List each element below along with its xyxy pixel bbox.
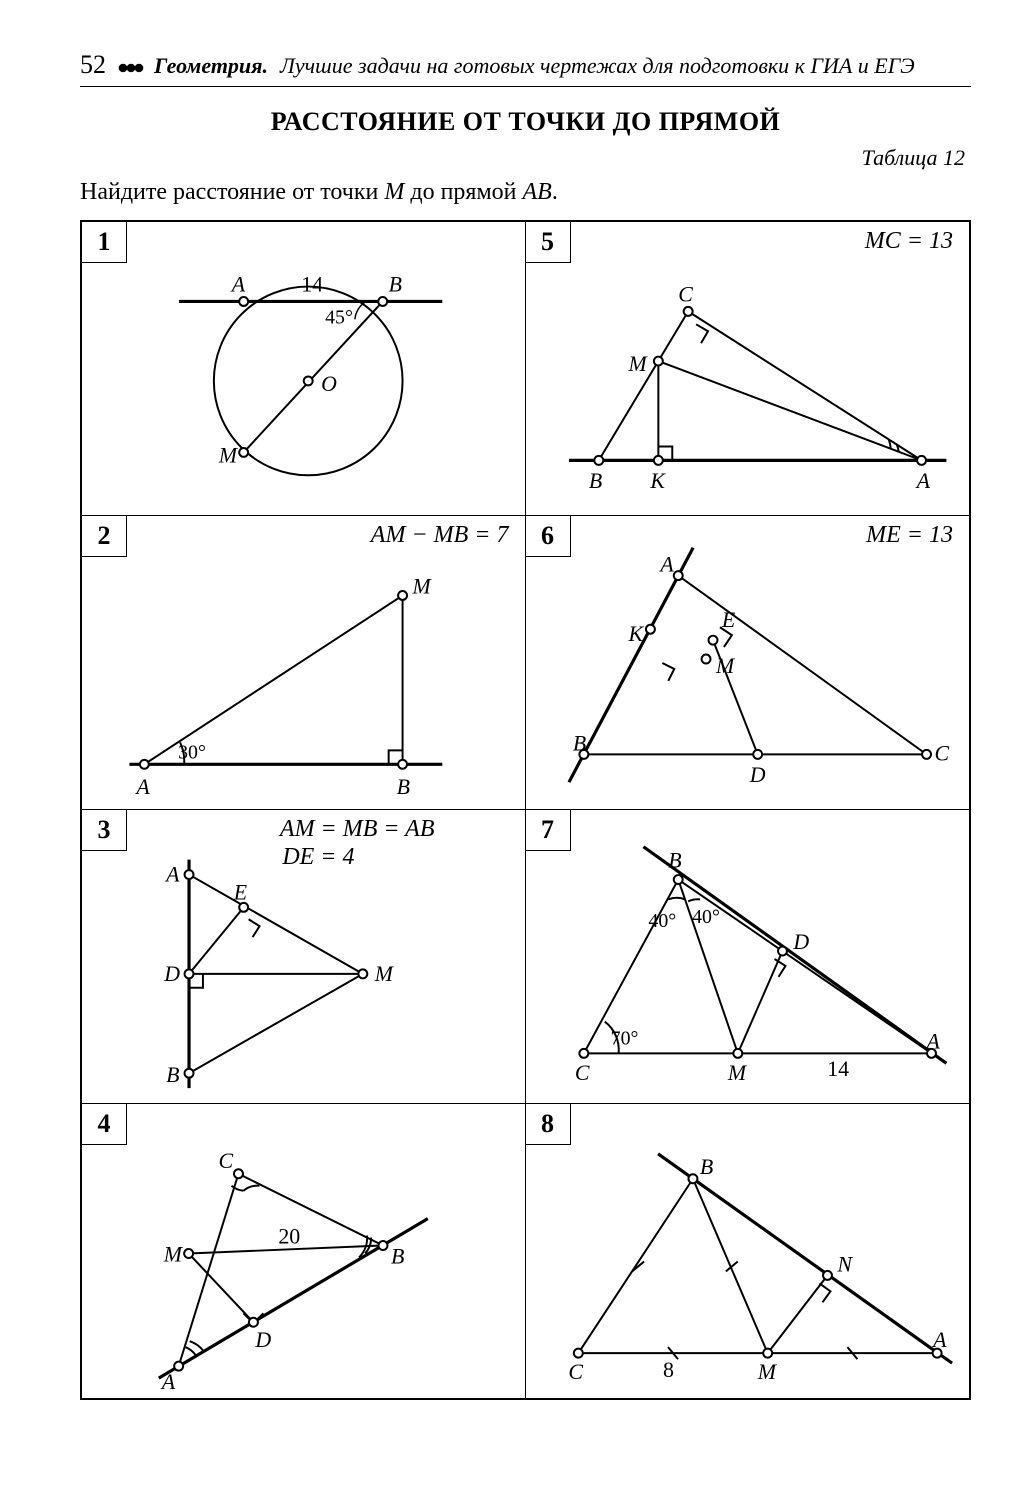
point-label: B [166, 1063, 179, 1087]
angle-label: 70° [610, 1027, 638, 1049]
point-label: M [627, 352, 648, 376]
point-label: A [164, 863, 180, 887]
diagram: A B M 30° [82, 516, 525, 809]
condition: AM − MB = 7 [371, 522, 509, 549]
point-label: K [627, 622, 644, 646]
point-label: C [568, 1359, 583, 1384]
angle-label: 30° [178, 741, 206, 763]
problem-number: 8 [526, 1104, 571, 1145]
diagram: A B O M 14 45° [82, 222, 525, 515]
problem-number: 4 [82, 1104, 127, 1145]
point-label: B [397, 775, 410, 799]
length-label: 8 [663, 1357, 674, 1382]
problem-number: 2 [82, 516, 127, 557]
angle-label: 40° [648, 910, 676, 932]
point-label: D [254, 1327, 271, 1352]
ornament-icon: ⦁⦁⦁ [118, 56, 142, 79]
instruction-text: . [552, 179, 558, 205]
page-number: 52 [80, 50, 106, 80]
point-label: D [748, 763, 765, 787]
instruction-point: M [384, 179, 404, 205]
point-label: C [574, 1061, 589, 1085]
diagram: C M A B D 40° 40° 70° 14 [526, 810, 970, 1103]
point-label: E [233, 880, 247, 904]
instruction-text: Найдите расстояние от точки [80, 179, 384, 205]
point-label: E [720, 608, 734, 632]
point-label: D [792, 930, 809, 954]
problem-cell: 2 AM − MB = 7 A B M 30° [82, 516, 526, 810]
point-label: M [756, 1359, 777, 1384]
point-label: A [658, 553, 674, 577]
problem-cell: 8 [526, 1104, 970, 1398]
page: 52 ⦁⦁⦁ Геометрия. Лучшие задачи на готов… [0, 0, 1031, 1500]
point-label: C [934, 741, 949, 765]
problem-number: 3 [82, 810, 127, 851]
point-label: M [163, 1241, 184, 1266]
length-label: 14 [301, 273, 323, 297]
point-label: A [134, 775, 150, 799]
point-label: B [588, 469, 601, 493]
point-label: D [163, 962, 180, 986]
section-title: РАССТОЯНИЕ ОТ ТОЧКИ ДО ПРЯМОЙ [80, 107, 971, 137]
diagram: B C D A E K M [526, 516, 970, 809]
problem-number: 1 [82, 222, 127, 263]
angle-label: 45° [325, 306, 353, 328]
point-label: C [678, 282, 693, 306]
condition: DE = 4 [282, 844, 354, 871]
point-label: A [160, 1369, 176, 1394]
point-label: B [572, 731, 585, 755]
condition: AM = MB = AB [280, 816, 435, 843]
problem-number: 7 [526, 810, 571, 851]
condition: MC = 13 [865, 228, 953, 255]
point-label: M [374, 962, 395, 986]
point-label: C [219, 1148, 234, 1173]
condition: ME = 13 [866, 522, 953, 549]
point-label: A [924, 1029, 940, 1053]
problem-cell: 6 ME = 13 [526, 516, 970, 810]
diagram: B K A C M [526, 222, 970, 515]
point-label: B [391, 1243, 404, 1268]
length-label: 20 [278, 1224, 300, 1249]
point-label: B [668, 849, 681, 873]
instruction-text: до прямой [404, 179, 522, 205]
problem-number: 6 [526, 516, 571, 557]
point-label: A [230, 273, 246, 297]
point-label: M [412, 574, 433, 598]
running-head: 52 ⦁⦁⦁ Геометрия. Лучшие задачи на готов… [80, 50, 971, 87]
length-label: 14 [827, 1057, 849, 1081]
point-label: M [726, 1061, 747, 1085]
diagram: A B C M D 20 [82, 1104, 525, 1398]
point-label: M [714, 654, 735, 678]
problem-cell: 5 MC = 13 [526, 222, 970, 516]
problem-number: 5 [526, 222, 571, 263]
point-label: N [836, 1251, 853, 1276]
subject-name: Геометрия. [154, 53, 268, 79]
point-label: K [649, 469, 666, 493]
point-label: M [218, 443, 239, 467]
point-label: B [389, 273, 402, 297]
point-label: A [931, 1327, 947, 1352]
problem-cell: 4 [82, 1104, 526, 1398]
problem-cell: 7 [526, 810, 970, 1104]
point-label: A [914, 469, 930, 493]
angle-label: 40° [692, 906, 720, 928]
problem-cell: 3 AM = MB = AB DE = 4 [82, 810, 526, 1104]
book-title: Лучшие задачи на готовых чертежах для по… [280, 53, 915, 79]
problems-grid: 1 A B O M 1 [80, 220, 971, 1400]
table-label: Таблица 12 [80, 145, 965, 171]
instruction: Найдите расстояние от точки M до прямой … [80, 179, 971, 206]
point-label: O [321, 372, 337, 396]
problem-cell: 1 A B O M 1 [82, 222, 526, 516]
point-label: B [699, 1154, 712, 1179]
instruction-line: AB [523, 179, 552, 205]
diagram: C M A B N 8 [526, 1104, 970, 1398]
